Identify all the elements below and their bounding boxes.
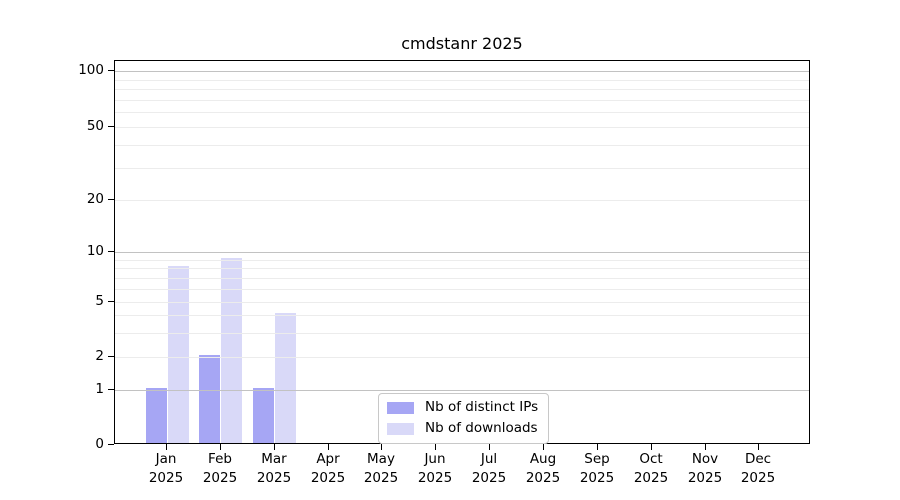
y-tick-mark <box>108 301 114 302</box>
bar-distinct-ips-mar <box>253 388 275 443</box>
legend-row: Nb of downloads <box>387 421 538 436</box>
gridline-minor <box>115 302 809 303</box>
gridline-major <box>115 252 809 253</box>
x-tick-label: Feb 2025 <box>202 451 238 486</box>
gridline-minor <box>115 200 809 201</box>
x-tick-mark <box>328 444 329 450</box>
gridline-minor <box>115 168 809 169</box>
gridline-minor <box>115 289 809 290</box>
x-tick-label: Mar 2025 <box>256 451 292 486</box>
x-tick-label: Jan 2025 <box>148 451 184 486</box>
bar-downloads-jan <box>167 266 189 443</box>
gridline-minor <box>115 100 809 101</box>
y-tick-label: 100 <box>78 62 104 78</box>
gridline-minor <box>115 145 809 146</box>
bar-downloads-mar <box>275 313 297 443</box>
y-tick-mark <box>108 356 114 357</box>
y-tick-label: 10 <box>86 243 104 259</box>
gridline-minor <box>115 278 809 279</box>
legend: Nb of distinct IPs Nb of downloads <box>378 393 550 444</box>
gridline-minor <box>115 127 809 128</box>
gridline-minor <box>115 357 809 358</box>
gridline-minor <box>115 268 809 269</box>
y-tick-mark <box>108 199 114 200</box>
x-tick-label: Jun 2025 <box>417 451 453 486</box>
gridline-major <box>115 71 809 72</box>
x-tick-mark <box>597 444 598 450</box>
x-tick-mark <box>489 444 490 450</box>
x-tick-mark <box>705 444 706 450</box>
y-tick-label: 1 <box>95 381 104 397</box>
plot-area <box>114 60 810 444</box>
x-tick-label: Dec 2025 <box>740 451 776 486</box>
gridline-minor <box>115 112 809 113</box>
y-tick-mark <box>108 389 114 390</box>
y-tick-mark <box>108 70 114 71</box>
chart-title: cmdstanr 2025 <box>401 34 523 53</box>
x-tick-mark <box>543 444 544 450</box>
x-tick-label: Aug 2025 <box>525 451 561 486</box>
gridline-minor <box>115 315 809 316</box>
x-tick-mark <box>166 444 167 450</box>
gridline-minor <box>115 333 809 334</box>
legend-row: Nb of distinct IPs <box>387 400 538 415</box>
x-tick-label: May 2025 <box>363 451 399 486</box>
x-tick-mark <box>651 444 652 450</box>
gridline-minor <box>115 80 809 81</box>
bar-distinct-ips-jan <box>145 388 167 443</box>
x-tick-label: Oct 2025 <box>633 451 669 486</box>
gridline-minor <box>115 260 809 261</box>
gridline-minor <box>115 89 809 90</box>
bar-downloads-feb <box>221 257 243 443</box>
x-tick-label: Sep 2025 <box>579 451 615 486</box>
legend-label-distinct-ips: Nb of distinct IPs <box>425 399 539 415</box>
y-tick-label: 50 <box>86 118 104 134</box>
y-tick-mark <box>108 126 114 127</box>
legend-label-downloads: Nb of downloads <box>425 420 538 436</box>
gridline-major <box>115 390 809 391</box>
y-tick-label: 5 <box>95 293 104 309</box>
bar-distinct-ips-feb <box>199 355 221 443</box>
bars-layer <box>115 61 809 443</box>
legend-swatch-distinct-ips <box>387 401 414 414</box>
x-tick-mark <box>758 444 759 450</box>
grid-layer <box>115 61 809 443</box>
y-tick-mark <box>108 251 114 252</box>
y-tick-label: 0 <box>95 436 104 452</box>
x-tick-label: Nov 2025 <box>687 451 723 486</box>
y-tick-label: 2 <box>95 348 104 364</box>
y-tick-label: 20 <box>86 191 104 207</box>
x-tick-label: Jul 2025 <box>471 451 507 486</box>
x-tick-mark <box>381 444 382 450</box>
x-tick-mark <box>435 444 436 450</box>
x-tick-mark <box>220 444 221 450</box>
x-tick-mark <box>274 444 275 450</box>
y-tick-mark <box>108 444 114 445</box>
x-tick-label: Apr 2025 <box>310 451 346 486</box>
legend-swatch-downloads <box>387 422 414 435</box>
